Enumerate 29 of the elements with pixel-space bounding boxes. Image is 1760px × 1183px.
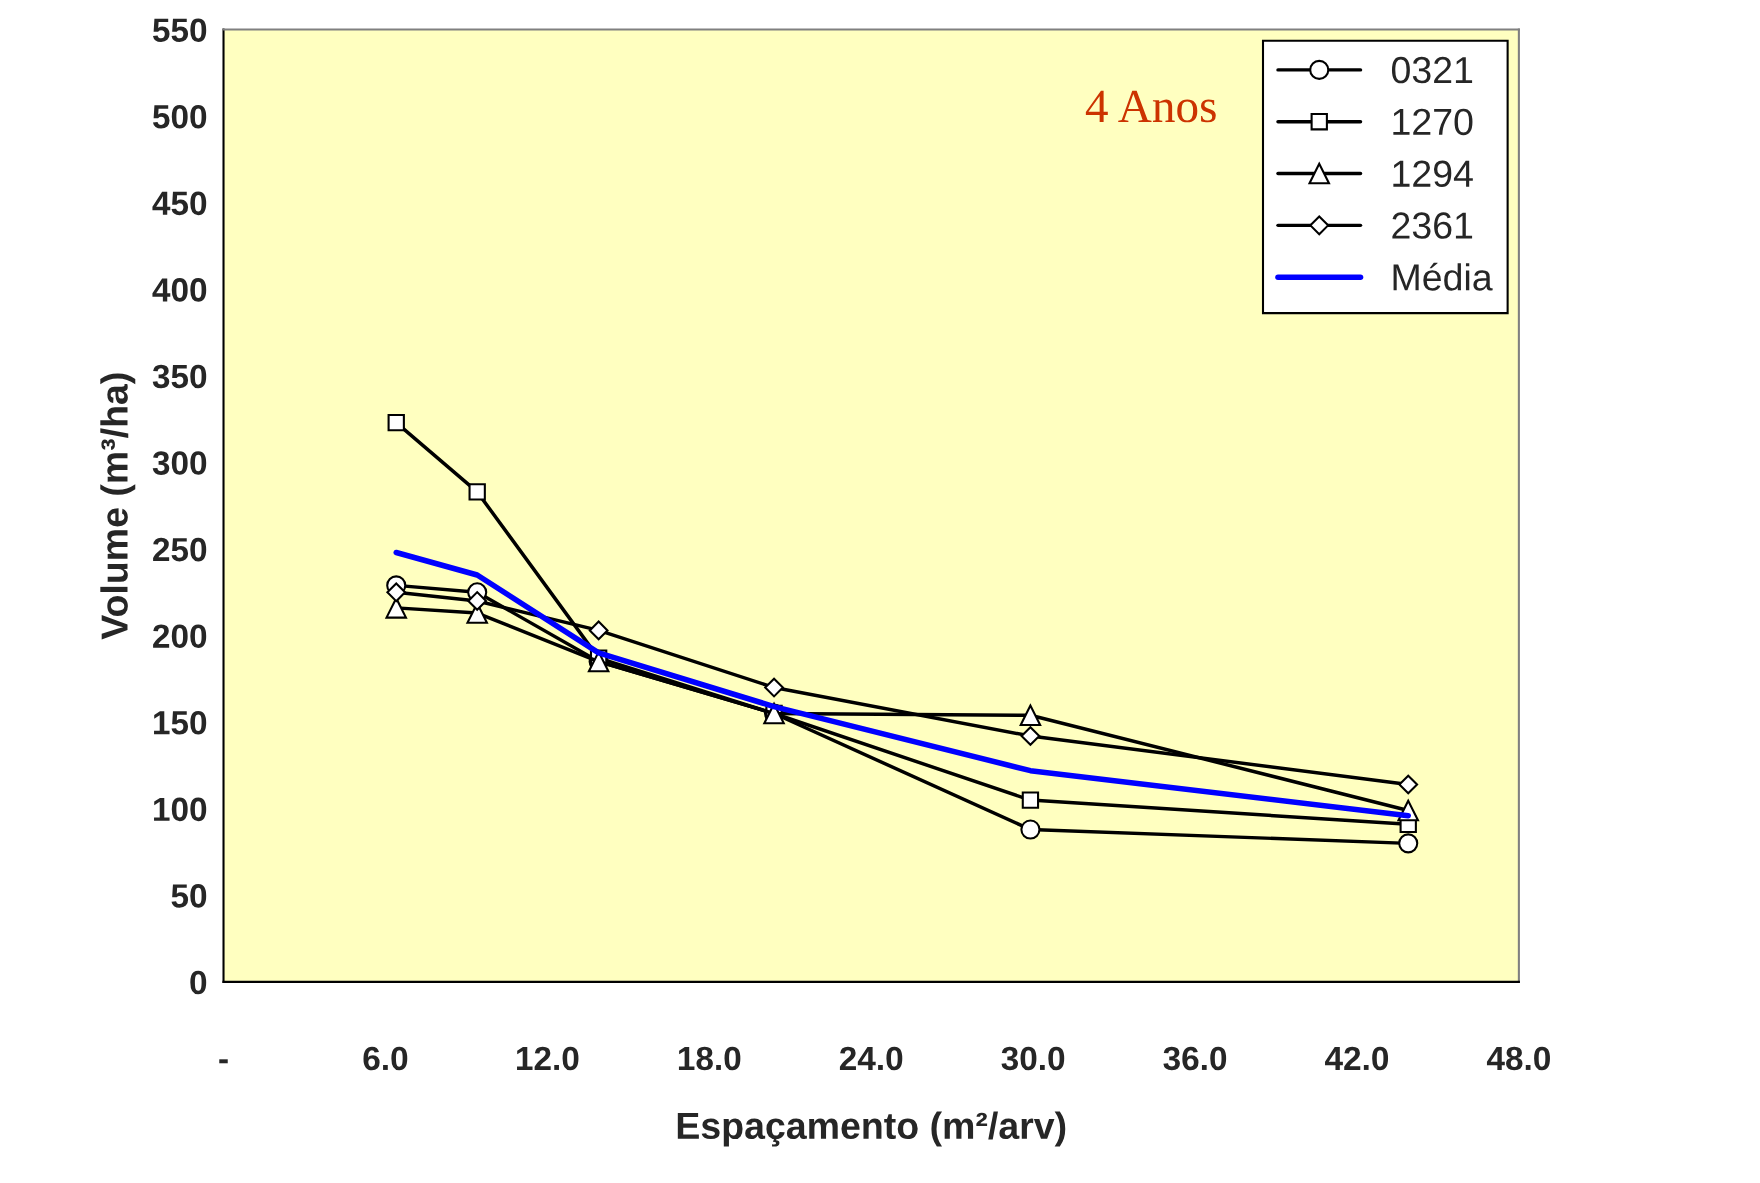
legend-label: 0321 bbox=[1391, 56, 1473, 84]
y-tick-label: 0 bbox=[190, 970, 207, 995]
x-tick-label: - bbox=[219, 1059, 228, 1064]
y-tick-label: 200 bbox=[153, 624, 207, 648]
legend-label: 1270 bbox=[1393, 108, 1473, 136]
x-tick-label: 48.0 bbox=[1486, 1046, 1550, 1071]
y-tick-label: 450 bbox=[152, 191, 207, 216]
x-tick-label: 42.0 bbox=[1325, 1046, 1389, 1071]
y-tick-label: 550 bbox=[152, 18, 207, 42]
y-tick-label: 100 bbox=[154, 797, 207, 822]
y-tick-label: 400 bbox=[152, 278, 207, 302]
x-tick-label: 6.0 bbox=[363, 1046, 408, 1071]
y-tick-label: 500 bbox=[152, 104, 207, 129]
y-axis-title: Volume (m³/ha) bbox=[100, 373, 136, 640]
y-tick-label: 300 bbox=[152, 451, 207, 475]
y-tick-label: 50 bbox=[171, 884, 207, 908]
legend-label: 1294 bbox=[1393, 160, 1473, 188]
x-tick-label: 18.0 bbox=[678, 1046, 741, 1071]
y-tick-label: 350 bbox=[152, 364, 207, 389]
y-tick-label: 250 bbox=[153, 537, 207, 562]
legend-label: Média bbox=[1393, 262, 1493, 291]
x-axis-title: Espaçamento (m²/arv) bbox=[677, 1111, 1066, 1147]
x-tick-label: 36.0 bbox=[1163, 1046, 1227, 1071]
annotation: 4 Anos bbox=[1085, 90, 1216, 123]
x-tick-label: 24.0 bbox=[839, 1046, 903, 1071]
x-tick-label: 30.0 bbox=[1001, 1046, 1065, 1071]
y-tick-label: 150 bbox=[154, 710, 207, 735]
x-tick-label: 12.0 bbox=[517, 1046, 579, 1071]
legend-label: 2361 bbox=[1392, 212, 1473, 239]
